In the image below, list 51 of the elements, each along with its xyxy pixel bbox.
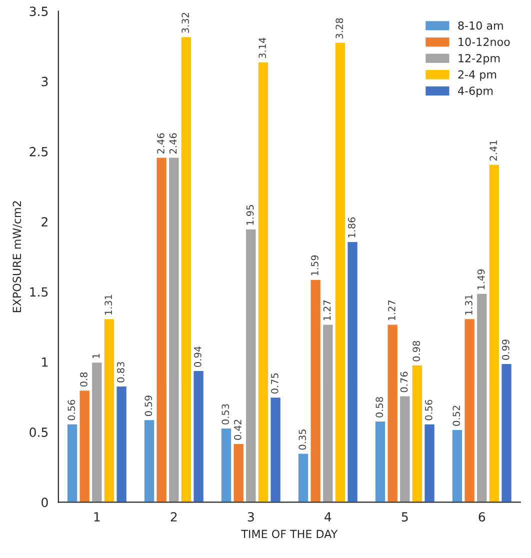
y-tick-label: 2.5 (30, 146, 48, 156)
data-label: 0.56 (68, 400, 76, 420)
data-label: 1.27 (388, 300, 396, 320)
y-tick-label: 0.5 (30, 428, 48, 437)
legend-label: 8-10 am (458, 21, 503, 30)
data-label: 0.75 (271, 373, 278, 394)
y-tick-label: 3.5 (30, 6, 48, 16)
data-label: 1.49 (477, 269, 485, 290)
legend-label: 4-6pm (458, 86, 493, 98)
data-label: 0.94 (194, 346, 202, 367)
data-label: 0.56 (424, 400, 432, 420)
y-tick-label: 3 (42, 76, 48, 86)
data-label: 2.46 (157, 133, 164, 154)
x-tick-label: 2 (170, 512, 177, 522)
data-label: 0.52 (452, 406, 460, 426)
data-label: 0.58 (376, 397, 384, 418)
data-label: 1.31 (465, 294, 472, 315)
data-label: 2.46 (169, 133, 177, 154)
data-label: 0.53 (222, 404, 230, 424)
data-label: 0.83 (117, 362, 124, 382)
data-label: 3.28 (336, 18, 344, 39)
data-label: 2.41 (490, 140, 497, 161)
x-axis-title: TIME OF THE DAY (241, 530, 338, 538)
x-tick-label: 1 (94, 512, 100, 522)
x-tick-label: 5 (402, 512, 408, 522)
y-tick-label: 1.5 (30, 287, 48, 297)
data-label: 0.76 (400, 372, 408, 392)
data-label: 3.32 (182, 12, 190, 33)
y-tick-label: 0 (42, 498, 48, 508)
legend-label: 12-2pm (458, 54, 500, 65)
data-label: 0.8 (80, 372, 88, 387)
x-tick-label: 4 (324, 512, 332, 522)
data-label: 0.98 (412, 340, 420, 362)
data-label: 0.35 (298, 430, 306, 450)
y-tick-label: 2 (42, 217, 48, 226)
data-label: 0.59 (144, 396, 152, 416)
data-label: 0.99 (502, 340, 510, 360)
legend-label: 10-12noo (458, 38, 510, 46)
data-label: 1 (92, 354, 100, 358)
data-label: 1.31 (104, 294, 112, 315)
data-label: 1.59 (311, 255, 318, 276)
y-axis-title: EXPOSURE mW/cm2 (12, 201, 22, 312)
legend-label: 2-4 pm (458, 70, 496, 81)
y-tick-label: 1 (42, 358, 48, 367)
x-tick-label: 6 (478, 512, 486, 522)
data-label: 1.86 (348, 217, 356, 238)
data-label: 1.27 (323, 300, 331, 320)
data-label: 3.14 (258, 38, 266, 58)
data-label: 0.42 (234, 420, 242, 440)
x-tick-label: 3 (248, 512, 254, 522)
data-label: 1.95 (246, 205, 254, 225)
